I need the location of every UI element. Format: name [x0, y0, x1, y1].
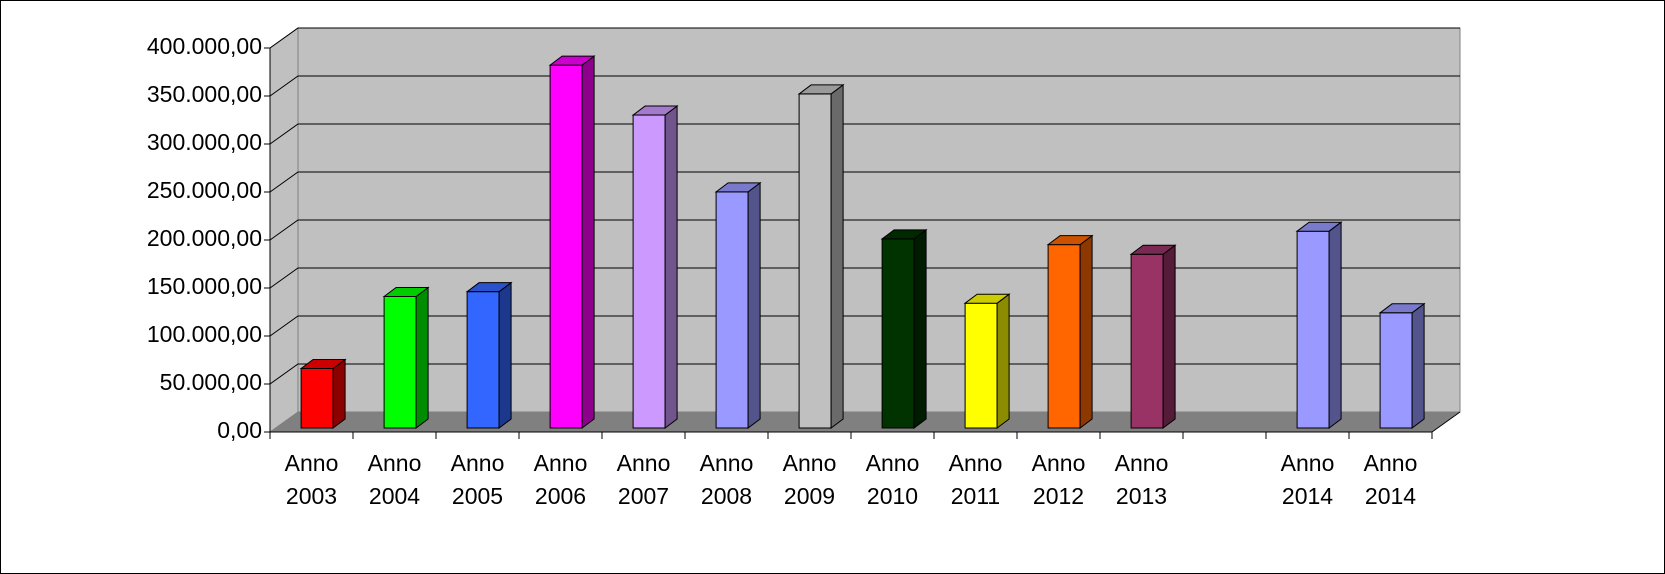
bar-side: [1411, 302, 1425, 429]
grid-line: [269, 171, 1460, 193]
bar-side: [747, 181, 761, 429]
bar-front: [1296, 230, 1330, 429]
x-tick-label: Anno 2007: [617, 450, 671, 509]
bar-front: [881, 238, 915, 429]
bar: [797, 83, 845, 429]
bar-front: [549, 64, 583, 429]
x-tick-label: Anno 2009: [783, 450, 837, 509]
bar-top: [465, 282, 513, 293]
bar-front: [715, 191, 749, 429]
y-tick-label: 0,00: [217, 417, 262, 443]
y-tick-label: 250.000,00: [147, 177, 262, 203]
bar-top: [880, 229, 928, 240]
grid-line: [269, 123, 1460, 145]
bar-top: [1378, 303, 1426, 314]
y-tick-label: 100.000,00: [147, 321, 262, 347]
bar-side: [1328, 221, 1342, 429]
grid-line: [269, 75, 1460, 97]
bar-front: [1130, 253, 1164, 429]
x-tick-label: Anno 2003: [285, 450, 339, 509]
bar-top: [1046, 235, 1094, 246]
bar-top: [963, 293, 1011, 304]
bar: [548, 55, 596, 429]
bar-top: [631, 105, 679, 116]
y-tick-label: 300.000,00: [147, 129, 262, 155]
bar-side: [1079, 234, 1093, 429]
bar-side: [996, 293, 1010, 429]
bar: [714, 181, 762, 429]
x-tick-label: Anno 2010: [866, 450, 920, 509]
bar-top: [548, 55, 596, 66]
bar-front: [300, 367, 334, 429]
bar-front: [383, 295, 417, 429]
bar-side: [498, 281, 512, 429]
bar: [631, 105, 679, 429]
bar-side: [332, 358, 346, 429]
bar-front: [632, 114, 666, 429]
bar-front: [1379, 312, 1413, 429]
x-tick-label: Anno 2012: [1032, 450, 1086, 509]
y-tick-label: 400.000,00: [147, 33, 262, 59]
bar: [1129, 244, 1177, 429]
bar: [1295, 221, 1343, 429]
bar: [465, 281, 513, 429]
y-tick-label: 150.000,00: [147, 273, 262, 299]
x-tick-label: Anno 2005: [451, 450, 505, 509]
bar-side: [1162, 244, 1176, 429]
floor: [270, 412, 1460, 432]
bar-top: [299, 358, 347, 369]
grid-line: [269, 219, 1460, 241]
bar-side: [415, 286, 429, 429]
bar: [1378, 302, 1426, 429]
bar-top: [1129, 244, 1177, 255]
x-axis-depth: [1431, 411, 1461, 433]
bar-front: [798, 93, 832, 429]
bar-side: [913, 228, 927, 429]
x-tick-label: Anno 2014: [1364, 450, 1418, 509]
x-tick-label: Anno 2011: [949, 450, 1003, 509]
x-tick-label: Anno 2004: [368, 450, 422, 509]
x-tick-label: Anno 2014: [1281, 450, 1335, 509]
bar-front: [1047, 244, 1081, 429]
bar: [299, 358, 347, 429]
y-tick-label: 200.000,00: [147, 225, 262, 251]
bar: [880, 228, 928, 429]
bar-front: [964, 302, 998, 429]
bar: [1046, 234, 1094, 429]
bar-top: [797, 84, 845, 95]
bar-top: [1295, 221, 1343, 232]
bar: [382, 286, 430, 429]
grid-line: [269, 27, 1460, 49]
bar: [963, 293, 1011, 429]
bar-top: [714, 182, 762, 193]
x-tick-label: Anno 2006: [534, 450, 588, 509]
y-tick-label: 350.000,00: [147, 81, 262, 107]
bar-side: [830, 83, 844, 429]
bar-side: [664, 105, 678, 429]
x-tick-label: Anno 2013: [1115, 450, 1169, 509]
bar-top: [382, 286, 430, 297]
x-tick-label: Anno 2008: [700, 450, 754, 509]
y-tick-label: 50.000,00: [160, 369, 262, 395]
bar-side: [581, 55, 595, 429]
bar-front: [466, 291, 500, 429]
